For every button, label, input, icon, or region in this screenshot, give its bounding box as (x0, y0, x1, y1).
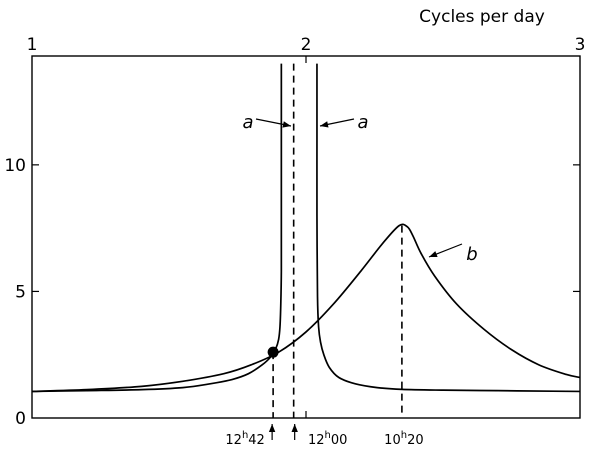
period-arrow-head (291, 424, 298, 432)
y-tick-label: 0 (15, 409, 26, 429)
chart-axes (31, 55, 581, 419)
curve-label-b: b (466, 244, 477, 265)
series-b-line (31, 223, 581, 393)
chart-labels: Cycles per day a a b 12h42 12h00 10h20 (225, 7, 544, 448)
curve-label-a: a (242, 112, 253, 133)
y-tick-label: 5 (15, 282, 26, 302)
chart-dashed-lines (272, 63, 403, 418)
intersection-marker (267, 346, 279, 358)
chart-curves (31, 63, 581, 393)
x-tick-label: 1 (27, 35, 38, 55)
chart-ticks: 1 2 3 0 5 10 (4, 35, 585, 429)
period-label: 12h42 (225, 430, 264, 448)
chart-marks (255, 118, 463, 440)
curve-label-a: a (357, 112, 368, 133)
series-a-right-line (316, 63, 581, 393)
annotation-arrow-a-head (282, 121, 291, 128)
annotation-arrow-a-head (320, 121, 329, 128)
period-label: 12h00 (308, 430, 347, 448)
y-tick-label: 10 (4, 156, 26, 176)
plot-frame (31, 55, 581, 419)
annotation-arrow-b-head (429, 251, 438, 257)
x-axis-title: Cycles per day (419, 7, 545, 27)
x-tick-label: 2 (301, 35, 312, 55)
period-label: 10h20 (384, 430, 423, 448)
period-arrow-head (268, 424, 276, 432)
x-tick-label: 3 (575, 35, 586, 55)
